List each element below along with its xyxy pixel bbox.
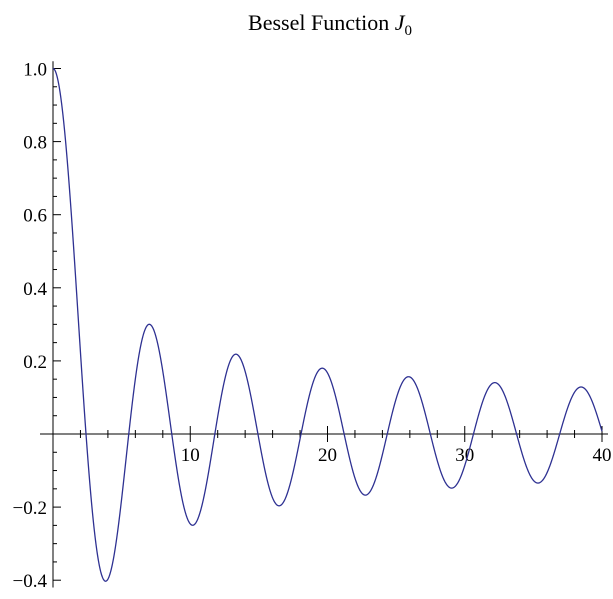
- axes: [40, 61, 608, 588]
- x-tick-label: 40: [593, 445, 612, 466]
- y-tick-label: 1.0: [23, 60, 47, 81]
- x-tick-label: 30: [455, 445, 474, 466]
- series-line: [52, 67, 603, 582]
- x-tick-label: 20: [318, 445, 337, 466]
- y-tick-label: 0.2: [23, 352, 47, 373]
- ticks: [53, 68, 603, 581]
- tick-labels: 10 20 30 40 −0.4 −0.2 0.2 0.4 0.6 0.8 1.0: [13, 60, 612, 593]
- series-layer: [52, 67, 603, 582]
- chart-title-subscript: 0: [404, 23, 412, 39]
- x-tick-label: 10: [181, 445, 200, 466]
- y-tick-label: 0.8: [23, 133, 47, 154]
- chart-title-symbol: J: [395, 10, 406, 35]
- y-tick-label: −0.2: [13, 498, 47, 519]
- y-tick-label: 0.6: [23, 206, 47, 227]
- y-tick-label: −0.4: [13, 571, 48, 592]
- chart-title: Bessel Function J0: [248, 10, 412, 39]
- y-tick-label: 0.4: [23, 279, 47, 300]
- chart-title-text: Bessel Function: [248, 10, 395, 35]
